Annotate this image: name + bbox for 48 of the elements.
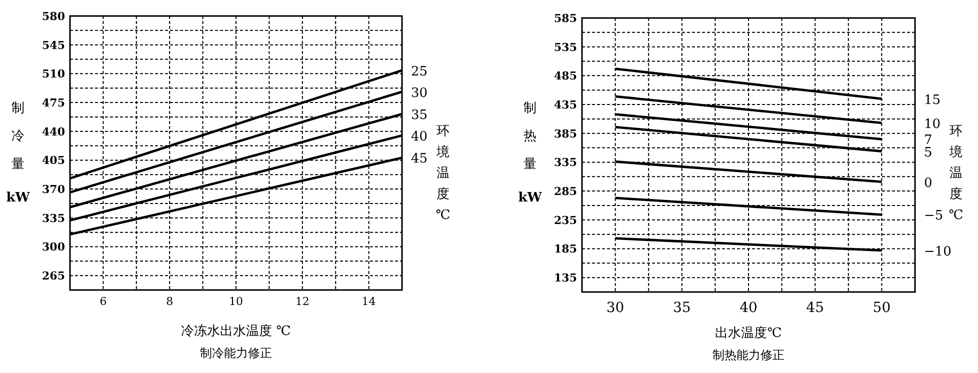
y-tick-label: 185 [554, 242, 577, 256]
text: 5 [924, 145, 932, 160]
y-tick-label: 580 [42, 10, 66, 23]
x-tick-label: 45 [806, 300, 824, 316]
x-axis-title: 冷冻水出水温度 ℃ [181, 323, 291, 339]
y-tick-label: 370 [42, 183, 66, 196]
y-tick-label: 135 [554, 272, 577, 285]
y-tick-label: 475 [42, 96, 65, 110]
y-tick-label: 440 [42, 125, 66, 138]
series: 15 [615, 68, 941, 108]
series-label: 40 [411, 129, 428, 144]
series-label: 35 [411, 108, 428, 124]
y-tick-label: 335 [42, 212, 65, 225]
legend-title: 环境温度℃ [948, 124, 964, 223]
x-tick-label: 6 [100, 295, 107, 308]
series-−5: −5 [615, 196, 944, 224]
legend-title: 环境温度℃ [436, 124, 450, 223]
y-tick-label: 405 [42, 154, 65, 168]
text: 制热量 kW [518, 101, 542, 206]
x-tick-label: 50 [872, 300, 891, 316]
x-tick-label: 35 [672, 300, 691, 316]
series-label: 25 [411, 64, 428, 80]
y-tick-label: 485 [554, 70, 577, 83]
x-axis-title: 出水温度℃ [715, 325, 782, 341]
y-tick-label: 535 [554, 40, 577, 54]
x-tick-label: 14 [362, 295, 376, 308]
text: 制冷量 kW [6, 101, 30, 206]
y-tick-label: 235 [554, 214, 577, 227]
x-tick-label: 30 [606, 300, 624, 316]
y-tick-label: 300 [42, 240, 66, 254]
series-label: 45 [411, 152, 428, 167]
y-tick-label: 335 [554, 156, 577, 170]
x-tick-label: 8 [166, 295, 174, 308]
series-label: 30 [411, 86, 428, 101]
y-tick-label: 285 [554, 185, 577, 198]
text: 制冷能力修正 [200, 346, 272, 360]
x-tick-label: 12 [295, 295, 310, 308]
y-tick-label: 585 [554, 12, 577, 25]
y-tick-label: 545 [42, 38, 65, 52]
y-tick-label: 510 [42, 68, 66, 81]
y-tick-label: 265 [42, 270, 65, 283]
series: 0 [615, 160, 932, 191]
y-tick-label: 435 [554, 98, 577, 112]
x-tick-label: 40 [740, 300, 758, 316]
y-tick-label: 385 [554, 127, 577, 140]
x-tick-label: 10 [229, 295, 243, 308]
text: 制热能力修正 [712, 348, 784, 362]
series-−10: −10 [615, 237, 952, 260]
